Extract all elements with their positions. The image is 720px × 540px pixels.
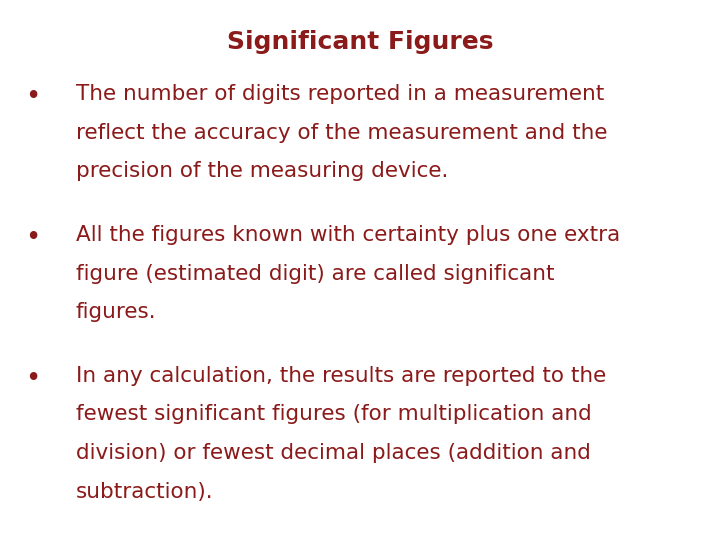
Text: In any calculation, the results are reported to the: In any calculation, the results are repo… <box>76 366 606 386</box>
Text: The number of digits reported in a measurement: The number of digits reported in a measu… <box>76 84 604 104</box>
Text: figures.: figures. <box>76 302 156 322</box>
Text: •: • <box>24 366 40 392</box>
Text: figure (estimated digit) are called significant: figure (estimated digit) are called sign… <box>76 264 554 284</box>
Text: Significant Figures: Significant Figures <box>227 30 493 53</box>
Text: division) or fewest decimal places (addition and: division) or fewest decimal places (addi… <box>76 443 590 463</box>
Text: fewest significant figures (for multiplication and: fewest significant figures (for multipli… <box>76 404 591 424</box>
Text: reflect the accuracy of the measurement and the: reflect the accuracy of the measurement … <box>76 123 607 143</box>
Text: •: • <box>24 84 40 110</box>
Text: precision of the measuring device.: precision of the measuring device. <box>76 161 448 181</box>
Text: All the figures known with certainty plus one extra: All the figures known with certainty plu… <box>76 225 620 245</box>
Text: subtraction).: subtraction). <box>76 482 213 502</box>
Text: •: • <box>24 225 40 251</box>
